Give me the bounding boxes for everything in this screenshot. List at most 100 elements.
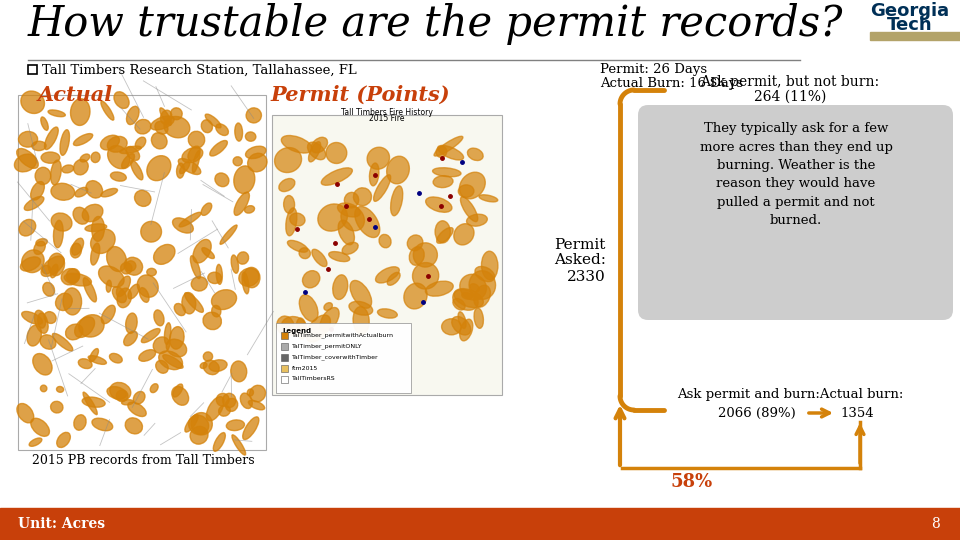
Ellipse shape xyxy=(40,335,56,349)
Ellipse shape xyxy=(454,288,484,308)
Ellipse shape xyxy=(350,280,372,308)
Ellipse shape xyxy=(413,262,439,289)
Ellipse shape xyxy=(442,319,462,335)
Ellipse shape xyxy=(425,281,453,296)
Ellipse shape xyxy=(75,187,87,197)
Ellipse shape xyxy=(29,438,42,447)
Text: 2015 Fire: 2015 Fire xyxy=(370,114,405,123)
Ellipse shape xyxy=(326,143,347,164)
Ellipse shape xyxy=(151,116,174,130)
Ellipse shape xyxy=(190,427,208,444)
Ellipse shape xyxy=(65,324,83,340)
Ellipse shape xyxy=(154,337,170,354)
Ellipse shape xyxy=(61,165,74,173)
Ellipse shape xyxy=(193,239,211,263)
Bar xyxy=(272,115,502,395)
Ellipse shape xyxy=(101,135,119,150)
Ellipse shape xyxy=(163,355,183,368)
Ellipse shape xyxy=(51,213,72,231)
Ellipse shape xyxy=(171,108,182,120)
Ellipse shape xyxy=(160,110,172,124)
Ellipse shape xyxy=(474,285,491,307)
Ellipse shape xyxy=(31,181,44,200)
Text: Ask permit, but not burn:: Ask permit, but not burn: xyxy=(701,75,879,89)
Text: 2015 PB records from Tall Timbers: 2015 PB records from Tall Timbers xyxy=(32,454,254,467)
Ellipse shape xyxy=(324,302,332,310)
Ellipse shape xyxy=(278,179,295,192)
Ellipse shape xyxy=(112,287,127,303)
Ellipse shape xyxy=(276,316,294,335)
Ellipse shape xyxy=(407,235,422,251)
Ellipse shape xyxy=(80,154,89,162)
Ellipse shape xyxy=(287,240,307,252)
Ellipse shape xyxy=(239,268,259,286)
Ellipse shape xyxy=(191,413,212,435)
Ellipse shape xyxy=(469,271,495,299)
Ellipse shape xyxy=(57,387,63,392)
Ellipse shape xyxy=(114,92,129,109)
Text: TallTimbersRS: TallTimbersRS xyxy=(292,376,336,381)
Ellipse shape xyxy=(40,117,48,130)
Ellipse shape xyxy=(155,122,168,134)
Ellipse shape xyxy=(240,393,252,409)
Ellipse shape xyxy=(156,360,168,373)
Ellipse shape xyxy=(41,152,60,163)
Ellipse shape xyxy=(107,280,111,292)
Ellipse shape xyxy=(379,234,391,248)
Ellipse shape xyxy=(460,172,485,199)
Ellipse shape xyxy=(202,248,214,259)
Ellipse shape xyxy=(345,192,359,208)
Ellipse shape xyxy=(453,299,466,310)
Ellipse shape xyxy=(35,310,48,333)
Text: TalTimber_permitONLY: TalTimber_permitONLY xyxy=(292,343,363,349)
Ellipse shape xyxy=(126,313,137,333)
Ellipse shape xyxy=(328,252,349,261)
Ellipse shape xyxy=(83,397,106,407)
Ellipse shape xyxy=(173,384,182,397)
Ellipse shape xyxy=(460,319,473,341)
Ellipse shape xyxy=(248,153,267,172)
Ellipse shape xyxy=(235,123,243,141)
Ellipse shape xyxy=(453,289,478,310)
Ellipse shape xyxy=(51,183,75,200)
Ellipse shape xyxy=(248,389,253,396)
Ellipse shape xyxy=(137,275,158,297)
Ellipse shape xyxy=(48,110,65,117)
Ellipse shape xyxy=(122,154,134,168)
Ellipse shape xyxy=(281,316,306,336)
Ellipse shape xyxy=(139,288,149,302)
Ellipse shape xyxy=(110,172,127,181)
Ellipse shape xyxy=(206,396,224,421)
Text: 2066 (89%): 2066 (89%) xyxy=(718,407,796,420)
Text: TalTimber_coverwithTimber: TalTimber_coverwithTimber xyxy=(292,354,378,360)
Ellipse shape xyxy=(425,197,452,212)
Ellipse shape xyxy=(18,131,37,147)
Ellipse shape xyxy=(154,245,175,265)
Ellipse shape xyxy=(355,206,380,238)
Ellipse shape xyxy=(109,382,131,401)
Ellipse shape xyxy=(63,288,82,315)
Ellipse shape xyxy=(243,417,259,440)
Ellipse shape xyxy=(53,333,73,351)
Ellipse shape xyxy=(375,267,399,283)
Ellipse shape xyxy=(54,220,63,248)
Ellipse shape xyxy=(121,262,132,274)
Text: Actual Burn: 16 Days: Actual Burn: 16 Days xyxy=(600,77,743,90)
Ellipse shape xyxy=(184,293,204,312)
Ellipse shape xyxy=(21,91,44,113)
Ellipse shape xyxy=(51,401,63,413)
Text: Asked:: Asked: xyxy=(554,253,606,267)
Ellipse shape xyxy=(122,400,133,405)
Ellipse shape xyxy=(74,133,93,146)
Ellipse shape xyxy=(79,315,104,337)
Ellipse shape xyxy=(85,224,107,232)
Ellipse shape xyxy=(32,141,46,151)
Ellipse shape xyxy=(188,146,200,160)
Bar xyxy=(281,354,288,361)
Ellipse shape xyxy=(181,293,196,314)
Ellipse shape xyxy=(461,197,478,221)
Ellipse shape xyxy=(128,402,146,416)
Ellipse shape xyxy=(83,392,97,415)
Ellipse shape xyxy=(307,142,325,160)
Ellipse shape xyxy=(438,145,464,160)
